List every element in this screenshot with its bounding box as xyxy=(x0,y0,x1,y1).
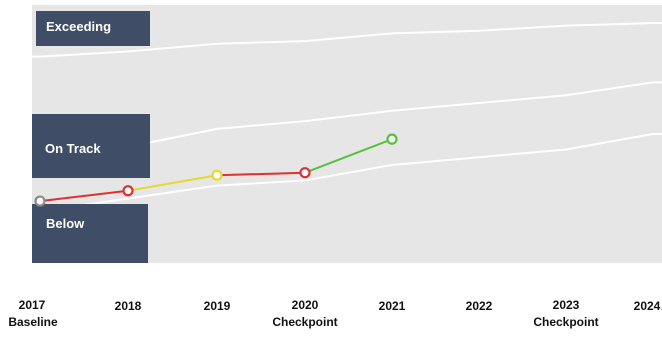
band-label-3: Below xyxy=(46,216,85,231)
data-point-5 xyxy=(386,133,398,145)
series-segment-3 xyxy=(216,171,306,177)
series xyxy=(34,133,398,207)
x-axis-ticks: 2017 Baseline 2018 2019 2020 Checkpoint 2021 20… xyxy=(8,298,662,329)
series-segment-2 xyxy=(127,174,218,192)
tick-label-2019: 2019 xyxy=(204,299,231,313)
band-box-2 xyxy=(32,114,150,178)
data-point-2 xyxy=(122,185,134,197)
tick-label-2023: 2023 xyxy=(553,298,580,312)
tick-label-2021: 2021 xyxy=(379,299,406,313)
series-segment-1 xyxy=(39,189,129,203)
tick-label-2024: 2024… xyxy=(634,299,662,313)
tick-label-2017: 2017 xyxy=(19,298,46,312)
tick-sublabel-7: Checkpoint xyxy=(533,315,598,329)
data-point-1 xyxy=(34,195,46,207)
series-segment-4 xyxy=(304,138,393,174)
tick-sublabel-1: Baseline xyxy=(8,315,58,329)
boundary-line-1 xyxy=(32,22,662,58)
band-labels: Exceeding On Track Below xyxy=(32,11,150,263)
data-point-4 xyxy=(299,167,311,179)
band-label-1: Exceeding xyxy=(46,19,111,34)
band-label-2: On Track xyxy=(45,141,101,156)
band-box-1 xyxy=(36,11,150,46)
tick-label-2020: 2020 xyxy=(292,298,319,312)
data-point-3 xyxy=(211,169,223,181)
tick-sublabel-4: Checkpoint xyxy=(272,315,337,329)
tick-label-2022: 2022 xyxy=(466,299,493,313)
tick-label-2018: 2018 xyxy=(115,299,142,313)
band-box-3 xyxy=(32,204,148,263)
